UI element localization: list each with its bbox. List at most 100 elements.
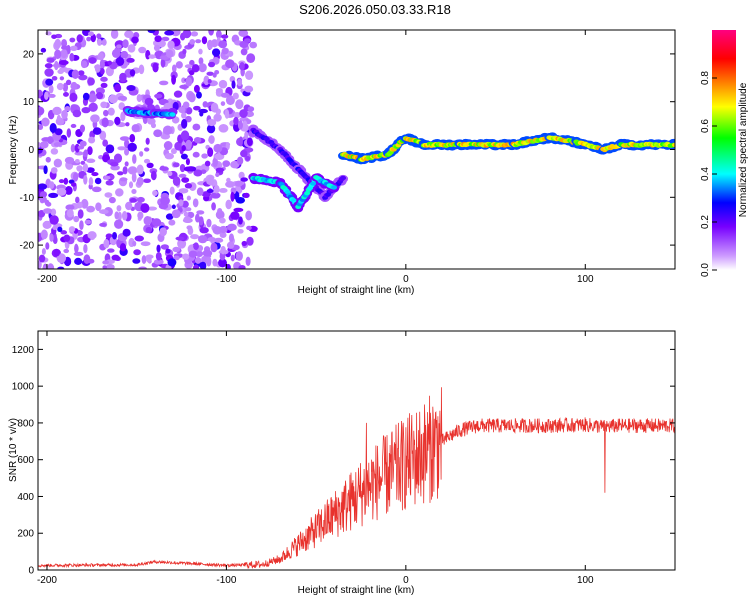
spectrogram-blob <box>86 158 96 163</box>
spectrogram-blob <box>39 141 49 149</box>
spectrogram-blob <box>143 216 152 226</box>
spectrogram-blob <box>66 208 74 218</box>
spectrogram-blob <box>245 156 251 161</box>
spectrogram-blob <box>71 69 79 80</box>
spectrogram-blob <box>247 106 255 112</box>
spectrogram-blob <box>40 47 47 53</box>
snr-chart: -200 -100 0 100 0 200 400 600 800 1000 1200 Heigh… <box>8 330 676 596</box>
spectrogram-blob <box>77 209 84 219</box>
snr-x-tick-label: -100 <box>216 575 236 586</box>
spectrogram-blob <box>151 218 162 227</box>
spectrogram-x-tick-label: 100 <box>577 274 594 285</box>
spectrogram-blob <box>245 210 252 221</box>
spectrogram-blob <box>45 201 52 207</box>
spectrogram-blob <box>206 178 214 185</box>
spectrogram-blob <box>133 249 141 256</box>
spectrogram-blob <box>179 163 186 173</box>
spectrogram-blob <box>79 220 84 231</box>
spectrogram-blob <box>92 127 102 135</box>
spectrogram-blob <box>233 112 241 119</box>
colorbar-tick-label: 0.0 <box>700 263 711 277</box>
spectrogram-blob <box>167 171 173 177</box>
spectrogram-blob <box>147 30 156 34</box>
spectrogram-blob <box>241 240 248 247</box>
spectrogram-blob <box>139 151 144 157</box>
spectrogram-blob <box>304 190 311 196</box>
spectrogram-blob <box>88 177 94 186</box>
spectrogram-blob <box>232 92 239 100</box>
spectrogram-blob <box>114 211 119 220</box>
spectrogram-blob <box>196 210 205 215</box>
spectrogram-blob <box>183 216 192 223</box>
spectrogram-blob <box>218 123 229 133</box>
spectrogram-blob <box>110 30 119 39</box>
spectrogram-blob <box>183 211 189 217</box>
spectrogram-blob <box>56 114 61 122</box>
spectrogram-blob <box>197 235 208 244</box>
spectrogram-blob <box>143 158 151 164</box>
spectrogram-blob <box>94 64 101 73</box>
spectrogram-blob <box>160 244 169 250</box>
spectrogram-blob <box>193 169 203 177</box>
spectrogram-blob <box>159 80 169 86</box>
spectrogram-blob <box>211 48 221 57</box>
spectrogram-blob <box>167 258 177 267</box>
spectrogram-blob <box>185 207 192 212</box>
spectrogram-blob <box>52 225 58 231</box>
spectrogram-blob <box>117 95 127 101</box>
spectrogram-blob <box>122 228 131 237</box>
spectrogram-blob <box>125 122 130 127</box>
spectrogram-blob <box>90 114 100 123</box>
spectrogram-blob <box>64 186 73 195</box>
spectrogram-blob <box>115 188 124 197</box>
spectrogram-blob <box>122 166 128 175</box>
spectrogram-blob <box>105 144 115 154</box>
spectrogram-blob <box>49 122 57 133</box>
spectrogram-blob <box>218 258 228 268</box>
spectrogram-blob <box>206 218 212 228</box>
spectrogram-blob <box>181 118 188 129</box>
spectrogram-blob <box>100 101 108 109</box>
spectrogram-blob <box>119 177 128 182</box>
snr-y-tick-label: 0 <box>28 566 34 577</box>
spectrogram-blob <box>42 220 52 229</box>
spectrogram-blob <box>175 61 183 69</box>
spectrogram-marks <box>38 30 675 269</box>
spectrogram-blob <box>53 158 63 168</box>
spectrogram-blob <box>116 205 122 212</box>
snr-y-tick-label: 1200 <box>12 345 35 356</box>
spectrogram-blob <box>180 130 190 141</box>
spectrogram-blob <box>156 244 161 253</box>
spectrogram-blob <box>246 225 252 231</box>
spectrogram-blob <box>45 31 52 36</box>
spectrogram-blob <box>170 148 177 155</box>
spectrogram-blob <box>191 64 200 73</box>
spectrogram-blob <box>52 106 62 116</box>
spectrogram-blob <box>203 75 210 86</box>
snr-y-tick-label: 800 <box>17 418 34 429</box>
spectrogram-blob <box>181 77 186 84</box>
spectrogram-blob <box>219 217 226 224</box>
spectrogram-blob <box>172 162 180 168</box>
spectrogram-blob <box>63 92 69 97</box>
figure-title: S206.2026.050.03.33.R18 <box>299 2 451 17</box>
spectrogram-blob <box>213 113 222 122</box>
snr-y-tick-label: 200 <box>17 529 34 540</box>
spectrogram-blob <box>194 257 202 264</box>
spectrogram-blob <box>161 36 170 42</box>
spectrogram-blob <box>188 70 195 76</box>
spectrogram-blob <box>76 165 83 172</box>
spectrogram-blob <box>64 156 75 164</box>
spectrogram-blob <box>207 237 217 242</box>
spectrogram-blob <box>137 211 144 220</box>
spectrogram-y-tick-label: 10 <box>23 97 35 108</box>
spectrogram-blob <box>185 139 192 150</box>
spectrogram-blob <box>213 143 223 153</box>
spectrogram-blob <box>171 64 177 73</box>
spectrogram-blob <box>119 243 127 252</box>
spectrogram-blob <box>97 38 103 46</box>
spectrogram-blob <box>198 216 204 226</box>
spectrogram-blob <box>243 38 251 43</box>
spectrogram-blob <box>54 128 63 136</box>
